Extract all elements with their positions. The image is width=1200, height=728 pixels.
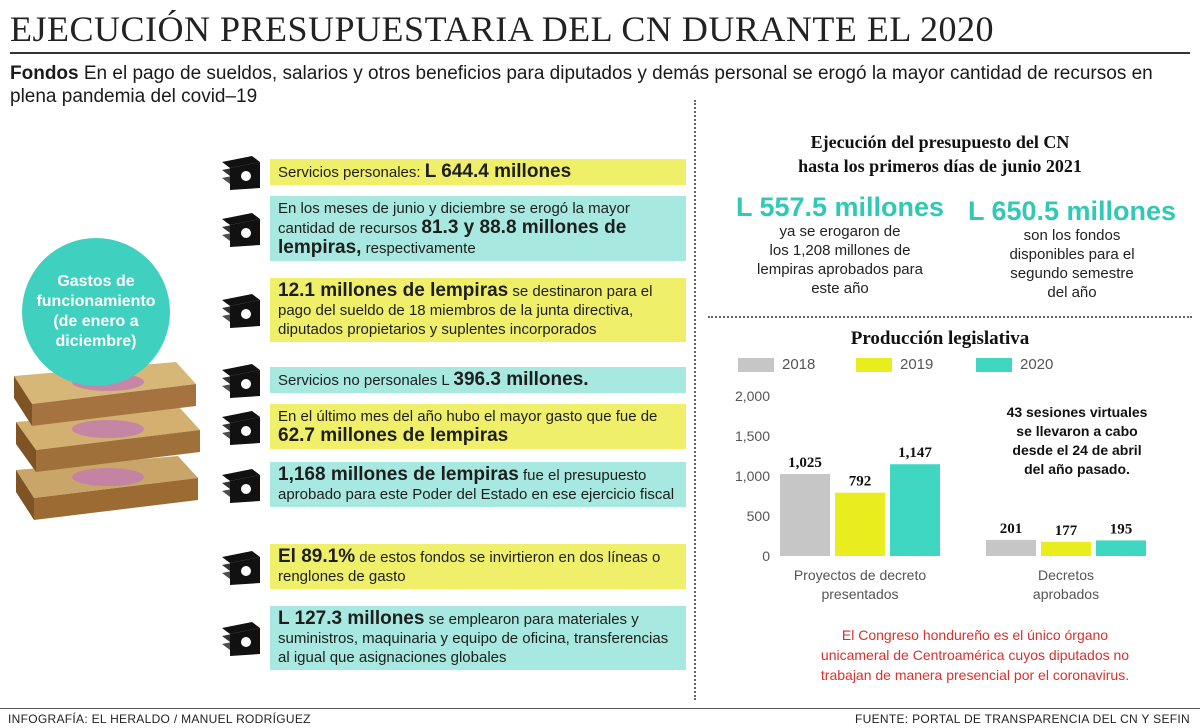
bar xyxy=(780,474,830,556)
money-icon xyxy=(222,550,260,585)
legend-swatch xyxy=(856,357,892,372)
unicameral-note: El Congreso hondureño es el único órgano… xyxy=(820,627,1130,683)
legislative-production-chart: 0 500 1,000 1,500 2,000 1,025 792 1,147 Proyecto… xyxy=(735,388,1146,602)
legend-label: 2019 xyxy=(900,356,934,373)
fact-box: En el último mes del año hubo el mayor g… xyxy=(270,404,686,449)
y-tick-label: 1,500 xyxy=(735,428,770,444)
circle-line: diciembre) xyxy=(55,333,137,350)
intro-paragraph: Fondos En el pago de sueldos, salarios y… xyxy=(10,62,1190,108)
title-underline xyxy=(10,52,1190,54)
legend-swatch xyxy=(976,357,1012,372)
fact-box: Servicios no personales L 396.3 millones… xyxy=(270,367,686,393)
x-category-label: presentados xyxy=(821,586,898,602)
y-tick-label: 1,000 xyxy=(735,468,770,484)
bar xyxy=(890,464,940,556)
fact-box: El 89.1% de estos fondos se invirtieron … xyxy=(270,544,686,589)
kpi-spent: L 557.5 millones ya se erogaron de los 1… xyxy=(722,192,958,298)
bar xyxy=(1096,540,1146,556)
fact-row: Servicios no personales L 396.3 millones… xyxy=(218,360,686,400)
money-icon xyxy=(222,410,260,445)
intro-lead: Fondos xyxy=(10,63,79,84)
bar-value-label: 195 xyxy=(1110,521,1133,537)
legend-item-2019: 2019 xyxy=(856,356,933,373)
circle-line: funcionamiento xyxy=(36,293,156,310)
kpi-available: L 650.5 millones son los fondos disponib… xyxy=(967,196,1177,301)
sessions-annotation: 43 sesiones virtuales se llevaron a cabo… xyxy=(1006,404,1148,477)
fact-row: 12.1 millones de lempiras se destinaron … xyxy=(218,278,686,342)
fact-row: El 89.1% de estos fondos se invirtieron … xyxy=(218,544,686,589)
x-category-label: Proyectos de decreto xyxy=(794,567,927,583)
column-divider xyxy=(694,100,696,700)
circle-line: Gastos de xyxy=(57,273,135,290)
legend-item-2020: 2020 xyxy=(976,356,1053,373)
bar-value-label: 1,147 xyxy=(898,445,932,461)
section-divider xyxy=(708,316,1192,318)
money-icon xyxy=(222,364,260,398)
y-tick-label: 500 xyxy=(747,508,771,524)
fact-row: L 127.3 millones se emplearon para mater… xyxy=(218,606,686,670)
budget-heading-line: hasta los primeros días de junio 2021 xyxy=(798,156,1082,176)
fact-box: L 127.3 millones se emplearon para mater… xyxy=(270,606,686,670)
money-icon xyxy=(222,212,260,247)
y-tick-label: 2,000 xyxy=(735,388,770,404)
legend-item-2018: 2018 xyxy=(738,356,815,373)
footer-rule xyxy=(0,708,1200,709)
budget-heading: Ejecución del presupuesto del CN hasta l… xyxy=(740,130,1140,178)
kpi-spent-value: L 557.5 millones xyxy=(735,192,945,222)
bar-value-label: 201 xyxy=(1000,521,1023,537)
x-category-label: aprobados xyxy=(1033,586,1099,602)
fact-box: En los meses de junio y diciembre se ero… xyxy=(270,196,686,261)
legend-swatch xyxy=(738,357,774,372)
budget-heading-line: Ejecución del presupuesto del CN xyxy=(810,132,1070,152)
fact-row: Servicios personales: L 644.4 millones xyxy=(218,152,686,192)
fact-box: 12.1 millones de lempiras se destinaron … xyxy=(270,278,686,342)
source-line: FUENTE: PORTAL DE TRANSPARENCIA DEL CN Y… xyxy=(855,712,1190,726)
x-category-label: Decretos xyxy=(1038,567,1094,583)
bar-value-label: 1,025 xyxy=(788,455,822,471)
bar xyxy=(835,492,885,556)
money-icon xyxy=(222,468,260,503)
fact-row: 1,168 millones de lempiras fue el presup… xyxy=(218,462,686,507)
circle-line: (de enero a xyxy=(53,313,139,330)
gastos-circle: Gastos de funcionamiento (de enero a dic… xyxy=(22,238,170,386)
legend-label: 2018 xyxy=(782,356,816,373)
bar-value-label: 177 xyxy=(1055,523,1078,539)
fact-box: Servicios personales: L 644.4 millones xyxy=(270,159,686,185)
money-icon xyxy=(222,294,260,328)
page-title: EJECUCIÓN PRESUPUESTARIA DEL CN DURANTE … xyxy=(10,9,994,49)
bar xyxy=(1041,541,1091,556)
money-icon xyxy=(222,156,260,190)
intro-text: En el pago de sueldos, salarios y otros … xyxy=(10,63,1153,107)
bar xyxy=(986,539,1036,556)
chart-title: Producción legislativa xyxy=(850,328,1030,349)
fact-row: En el último mes del año hubo el mayor g… xyxy=(218,404,686,449)
credit-line: INFOGRAFÍA: EL HERALDO / MANUEL RODRÍGUE… xyxy=(8,712,311,726)
fact-row: En los meses de junio y diciembre se ero… xyxy=(218,196,686,261)
legend-label: 2020 xyxy=(1020,356,1054,373)
bar-value-label: 792 xyxy=(849,474,872,490)
kpi-available-value: L 650.5 millones xyxy=(967,196,1177,226)
money-stack-illustration xyxy=(14,362,200,520)
money-icon xyxy=(222,622,260,656)
y-tick-label: 0 xyxy=(762,548,770,564)
fact-box: 1,168 millones de lempiras fue el presup… xyxy=(270,462,686,507)
